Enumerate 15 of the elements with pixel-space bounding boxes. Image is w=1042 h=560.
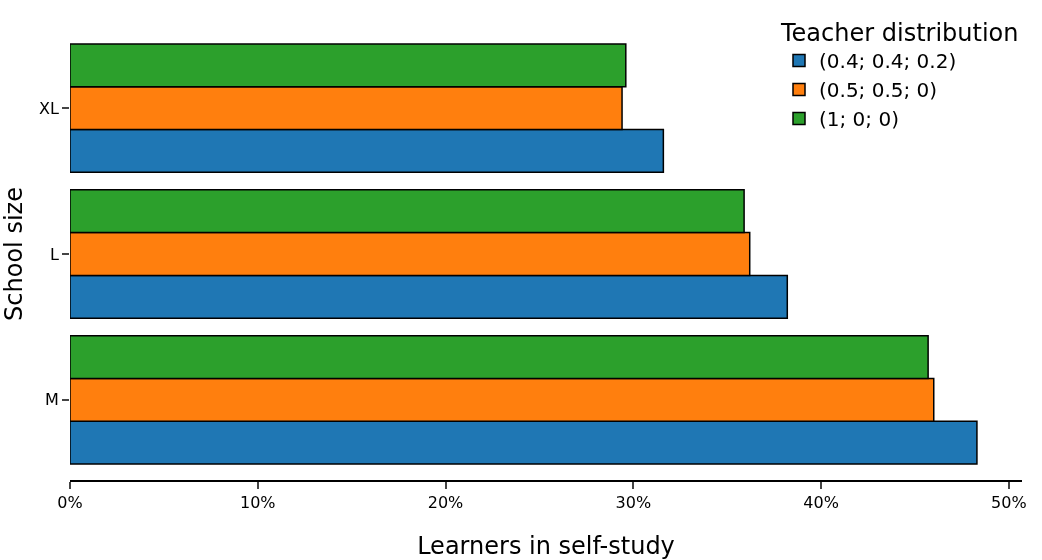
legend-label: (1; 0; 0) — [819, 107, 899, 132]
x-tick-label: 40% — [803, 492, 839, 512]
y-tick-label: M — [44, 390, 59, 410]
x-axis-title: Learners in self-study — [417, 532, 675, 560]
x-tick-label: 50% — [991, 492, 1027, 512]
x-tick-label: 10% — [239, 492, 276, 512]
legend-title: Teacher distribution — [780, 19, 1019, 48]
x-tick-label: 20% — [427, 492, 464, 512]
legend-label: (0.5; 0.5; 0) — [819, 78, 938, 103]
y-axis-title: School size — [0, 187, 28, 321]
x-tick-label: 30% — [615, 492, 652, 512]
y-tick-label: L — [49, 244, 59, 264]
y-tick-label: XL — [38, 98, 59, 118]
x-tick-label: 0% — [57, 492, 83, 512]
legend-label: (0.4; 0.4; 0.2) — [819, 49, 957, 74]
